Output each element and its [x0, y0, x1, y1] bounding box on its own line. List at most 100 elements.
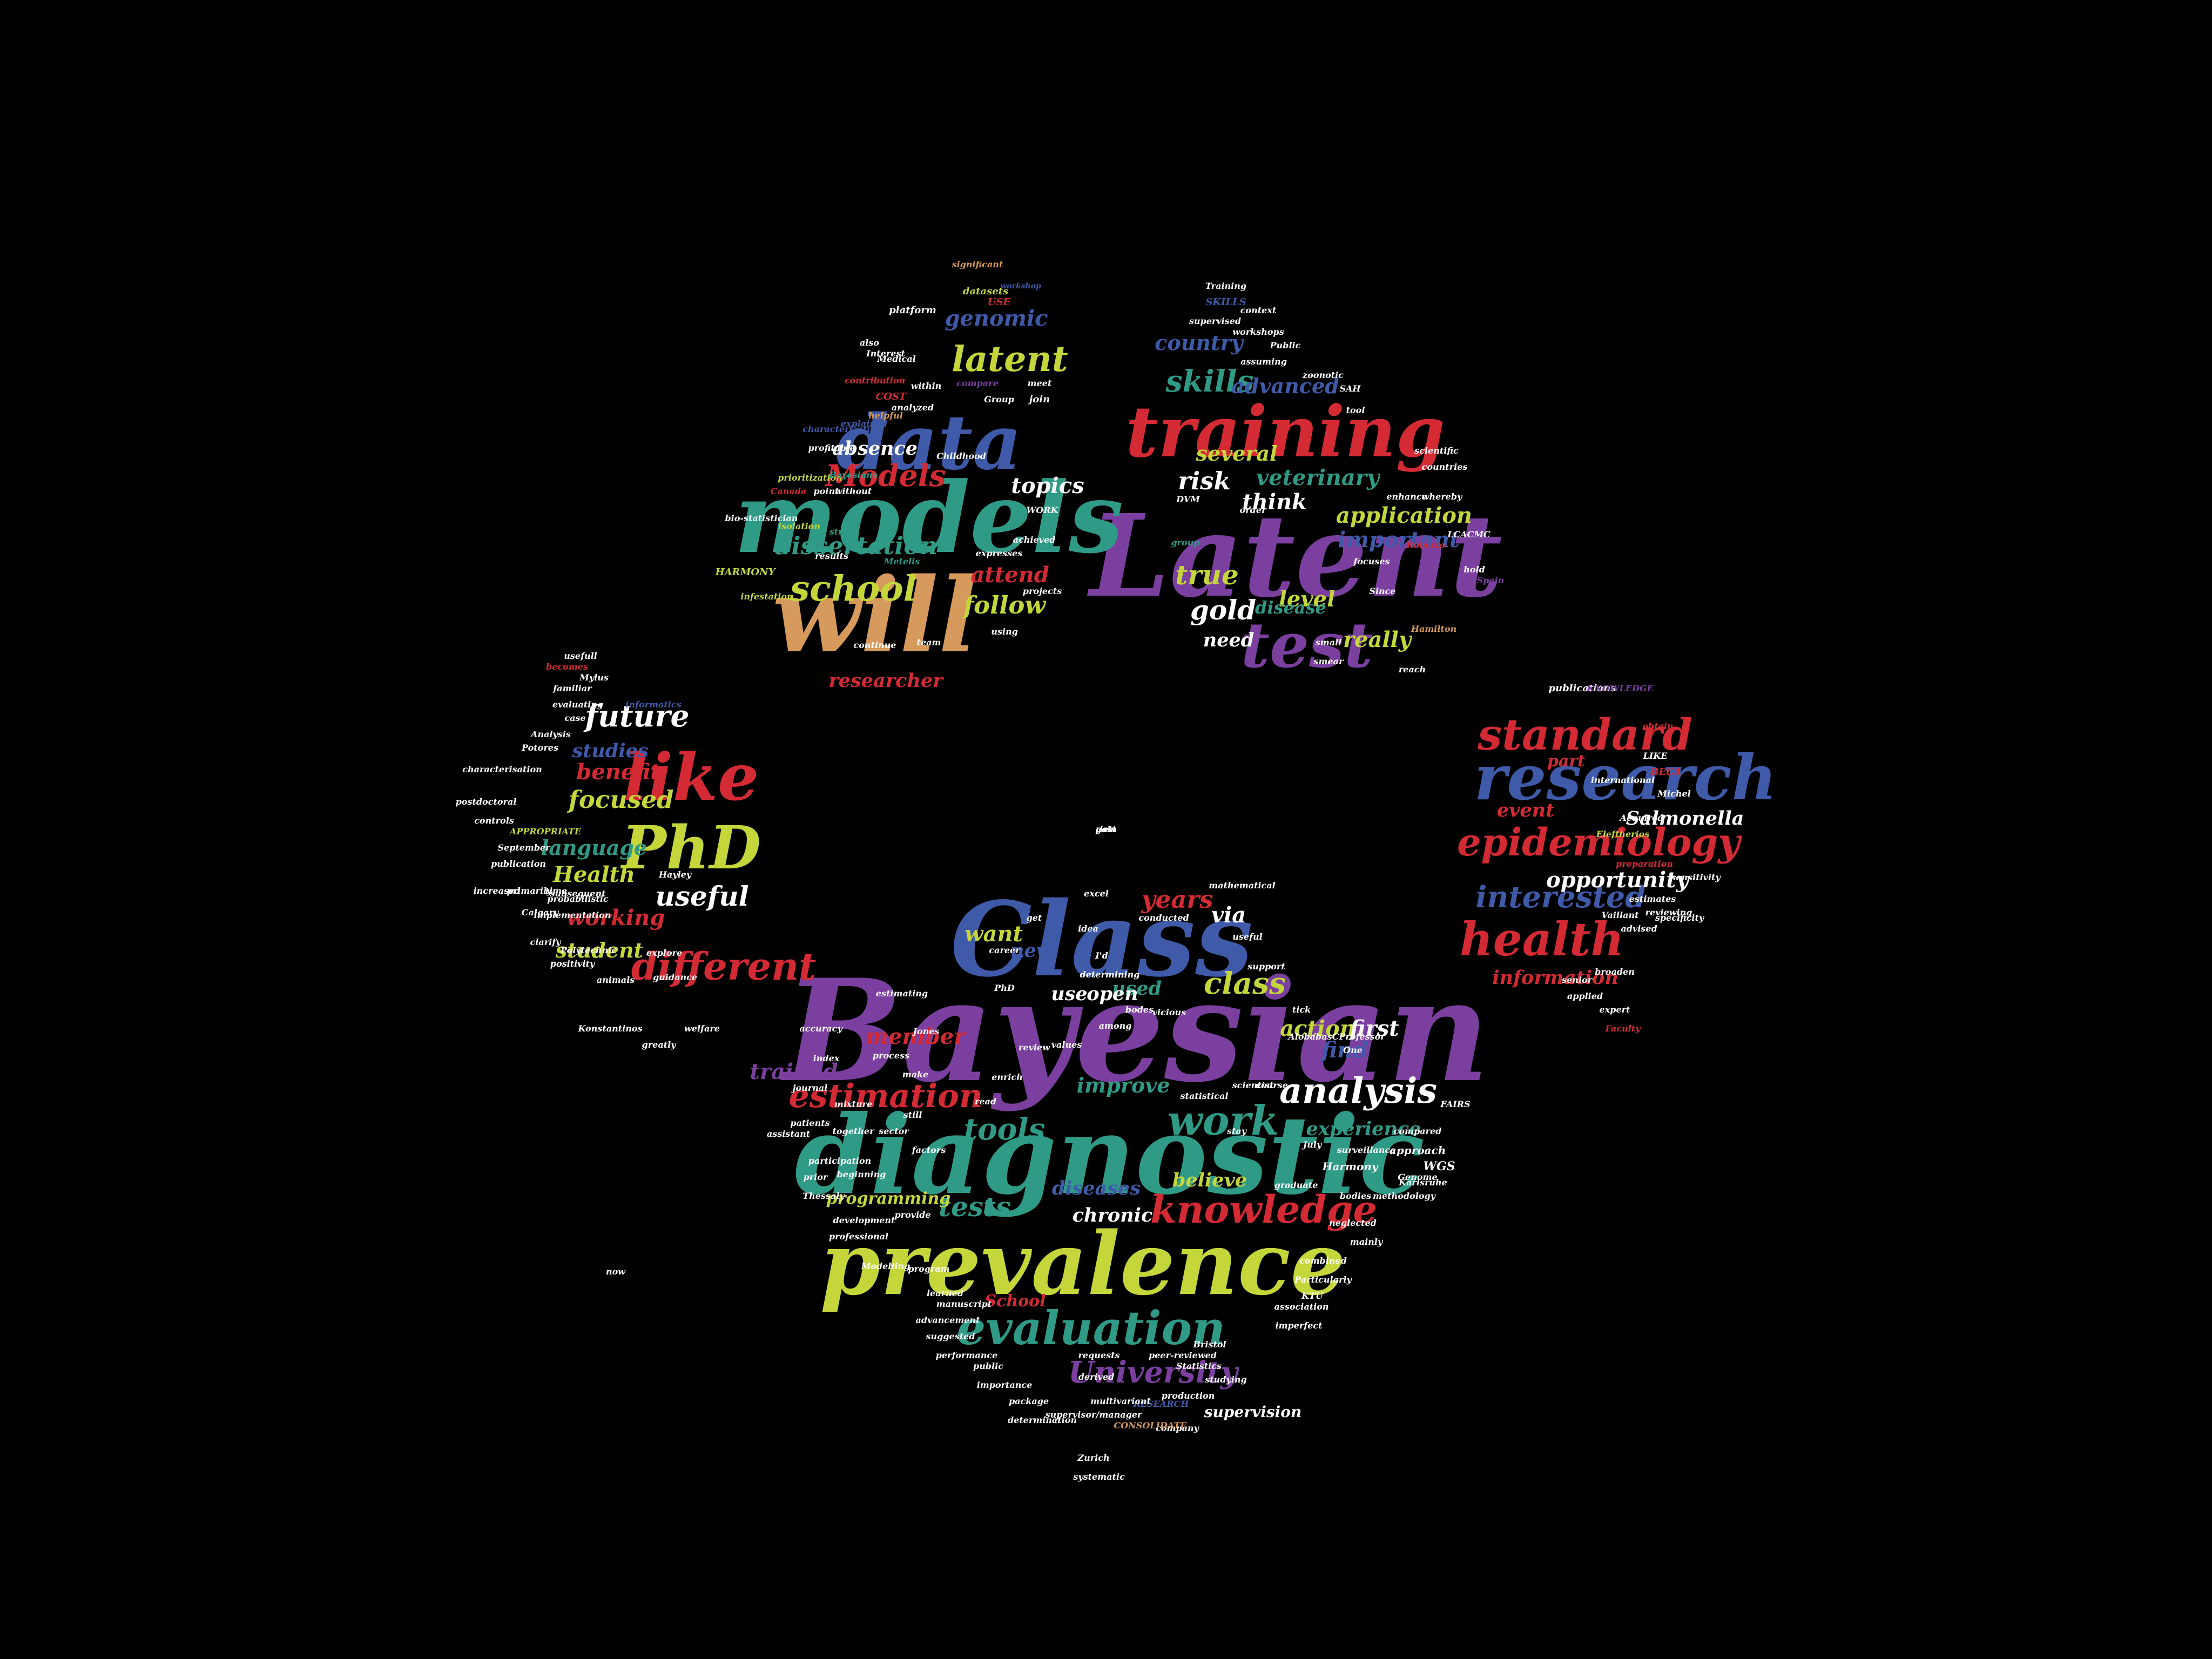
cloud-word: Modelling [861, 1261, 911, 1271]
cloud-word: believe [1172, 1169, 1247, 1191]
cloud-word: assuming [1240, 356, 1287, 367]
cloud-word: significant [952, 259, 1003, 269]
cloud-word: Analysis [531, 729, 571, 739]
cloud-word: animals [596, 975, 635, 985]
cloud-word: within [911, 381, 942, 391]
cloud-word: enhance [1386, 491, 1427, 502]
cloud-word: Zurich [1077, 1453, 1110, 1463]
cloud-word: among [1098, 1021, 1132, 1031]
cloud-word: association [1274, 1301, 1329, 1312]
cloud-word: Eleftherios [1596, 829, 1650, 839]
cloud-word: Metelis [884, 556, 920, 567]
cloud-word: achieved [1013, 535, 1056, 545]
cloud-word: obtain [1642, 721, 1674, 731]
cloud-word: characterisation [462, 764, 542, 774]
cloud-word: information [1492, 966, 1618, 989]
cloud-word: SAH [1339, 383, 1361, 394]
cloud-word: think [1242, 489, 1307, 515]
cloud-word: workshop [1000, 282, 1041, 291]
cloud-word: positivity [550, 959, 595, 969]
cloud-word: will [772, 555, 978, 676]
cloud-word: future [585, 698, 690, 733]
cloud-word: epidemiology [1457, 820, 1740, 865]
cloud-word: bio-statistician [725, 513, 798, 523]
cloud-word: professional [828, 1231, 889, 1242]
cloud-word: Acquired [1620, 813, 1664, 823]
cloud-word: Bayesian [784, 949, 1490, 1114]
cloud-word: prioritization [778, 473, 842, 483]
cloud-word: PhD [621, 813, 761, 882]
cloud-word: welfare [684, 1023, 720, 1034]
cloud-word: smear [1313, 656, 1344, 666]
cloud-word: approach [1389, 1144, 1446, 1157]
cloud-word: international [1591, 775, 1655, 785]
cloud-word: sensitivity [1671, 872, 1721, 882]
cloud-word: trained [750, 1059, 838, 1084]
cloud-word: methodology [1373, 1191, 1435, 1201]
cloud-word: advancement [915, 1315, 980, 1325]
cloud-word: prior [803, 1172, 828, 1182]
cloud-word: member [865, 1024, 966, 1049]
cloud-word: whereby [1421, 491, 1462, 502]
cloud-word: Bayesians [829, 470, 878, 480]
cloud-word: I'd [1095, 950, 1108, 961]
cloud-word: gain [1095, 824, 1117, 834]
cloud-word: follow [963, 590, 1046, 619]
cloud-word: manuscript [936, 1299, 992, 1309]
cloud-word: Childhood [936, 451, 986, 461]
cloud-word: infestation [740, 591, 793, 602]
cloud-word: chronic [1072, 1204, 1153, 1226]
cloud-word: greatly [642, 1040, 676, 1050]
cloud-word: KTU [1301, 1291, 1323, 1301]
cloud-word: working [566, 905, 665, 930]
cloud-word: continue [853, 640, 896, 650]
cloud-word: preparation [1616, 859, 1673, 869]
cloud-word: participation [808, 1156, 872, 1166]
cloud-word: new [1010, 939, 1053, 962]
cloud-word: School [984, 1292, 1046, 1311]
cloud-word: study [829, 527, 856, 537]
cloud-word: Potores [522, 743, 558, 753]
cloud-word: graduate [1274, 1180, 1318, 1190]
cloud-word: compare [956, 378, 999, 388]
cloud-word: determining [1080, 969, 1140, 980]
cloud-word: WGS [1423, 1159, 1455, 1174]
cloud-word: Calgary [521, 907, 559, 918]
cloud-word: diseases [1051, 1177, 1141, 1199]
cloud-word: genomic [945, 306, 1048, 331]
cloud-word: Statistics [1176, 1361, 1222, 1371]
cloud-word: stay [1226, 1126, 1247, 1136]
cloud-word: latent [952, 338, 1068, 380]
cloud-word: Interest [866, 348, 905, 359]
cloud-word: usefull [564, 651, 597, 661]
cloud-word: Particularly [1294, 1274, 1352, 1285]
cloud-word: mainly [1350, 1237, 1383, 1247]
cloud-word: meet [1027, 378, 1052, 388]
cloud-word: becomes [546, 662, 588, 672]
cloud-word: systematic [1073, 1472, 1125, 1482]
cloud-word: production [1161, 1391, 1215, 1401]
cloud-word: time [545, 886, 568, 896]
cloud-word: studying [1205, 1374, 1247, 1385]
cloud-word: idea [1078, 923, 1098, 934]
cloud-word: familiar [553, 683, 592, 693]
cloud-word: read [974, 1096, 997, 1107]
cloud-word: health [1459, 912, 1624, 967]
cloud-word: results [815, 551, 848, 561]
cloud-word: One [1343, 1045, 1363, 1055]
cloud-word: company [1156, 1423, 1199, 1433]
cloud-word: supervision [1204, 1403, 1302, 1421]
cloud-word: use [1051, 982, 1088, 1005]
cloud-word: LCACMC [1447, 529, 1491, 539]
cloud-word: subsequent [550, 888, 606, 899]
cloud-word: training [1125, 390, 1445, 473]
cloud-word: Public [1270, 340, 1301, 350]
cloud-word: process [872, 1050, 910, 1061]
cloud-word: now [605, 1266, 626, 1277]
cloud-word: Spain [1476, 575, 1505, 585]
cloud-word: bodies [1339, 1191, 1372, 1201]
cloud-word: class [1204, 965, 1286, 1001]
cloud-word: provide [894, 1210, 931, 1220]
cloud-word: together [832, 1126, 874, 1136]
cloud-word: context [1240, 305, 1277, 315]
